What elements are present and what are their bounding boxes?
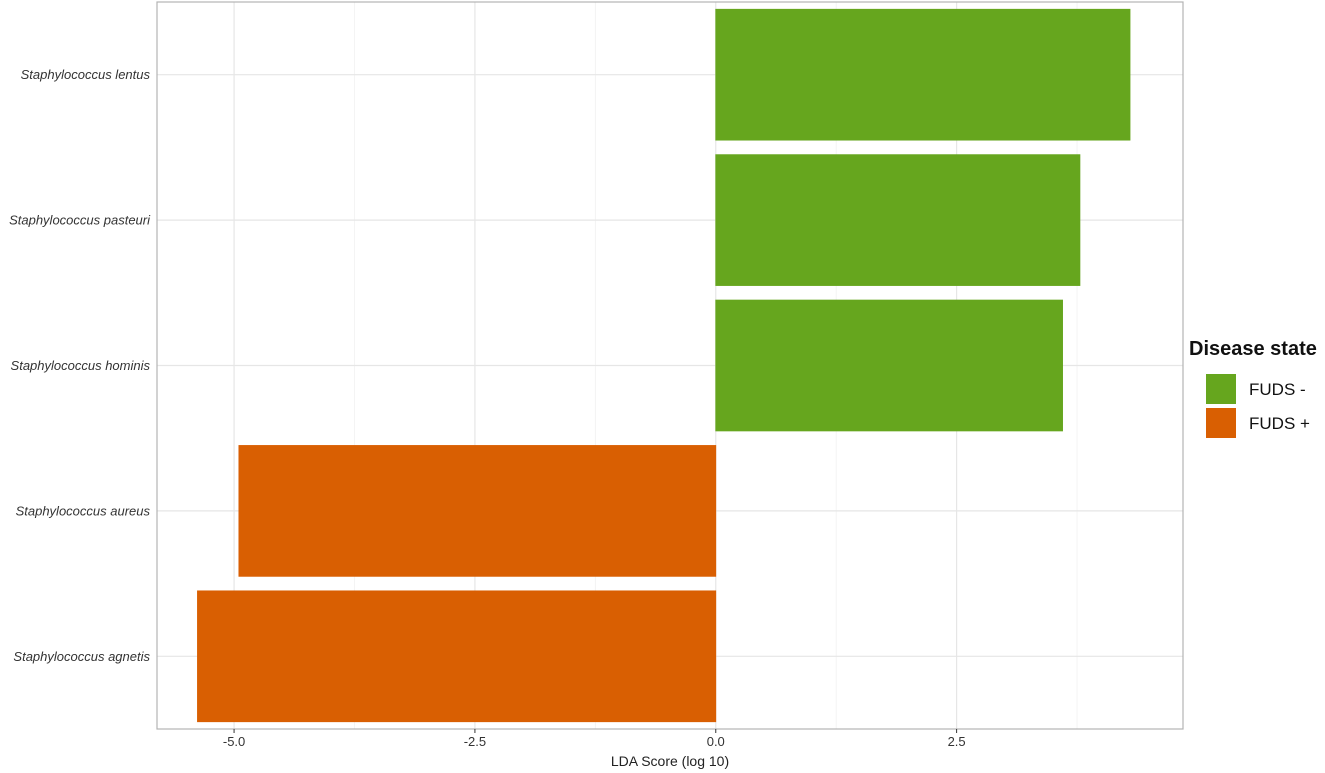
x-axis-ticks: -5.0 -2.5 0.0 2.5 [223,729,966,749]
x-tick-label: -2.5 [464,734,486,749]
bars [197,8,1131,723]
bar-staphylococcus-aureus [238,445,717,577]
legend-title: Disease state [1189,338,1317,360]
legend-key-fuds-negative [1206,374,1236,404]
x-tick-label: -5.0 [223,734,245,749]
y-tick-label: Staphylococcus lentus [21,67,151,82]
bar-staphylococcus-pasteuri [715,154,1081,286]
x-tick-label: 0.0 [707,734,725,749]
legend-label-fuds-positive: FUDS + [1249,414,1310,433]
y-tick-label: Staphylococcus hominis [11,358,151,373]
plot-panel-border [156,1,1184,730]
legend: Disease state FUDS - FUDS + [1189,338,1317,438]
legend-label-fuds-negative: FUDS - [1249,380,1306,399]
x-tick-label: 2.5 [948,734,966,749]
legend-key-fuds-positive [1206,408,1236,438]
y-tick-label: Staphylococcus aureus [16,503,151,518]
bar-staphylococcus-hominis [715,299,1063,432]
y-tick-label: Staphylococcus pasteuri [9,213,151,228]
bar-staphylococcus-lentus [715,8,1131,141]
x-axis-title: LDA Score (log 10) [611,753,729,769]
bar-staphylococcus-agnetis [197,590,717,723]
y-tick-label: Staphylococcus agnetis [13,649,150,664]
y-axis-labels: Staphylococcus lentus Staphylococcus past… [9,67,151,664]
